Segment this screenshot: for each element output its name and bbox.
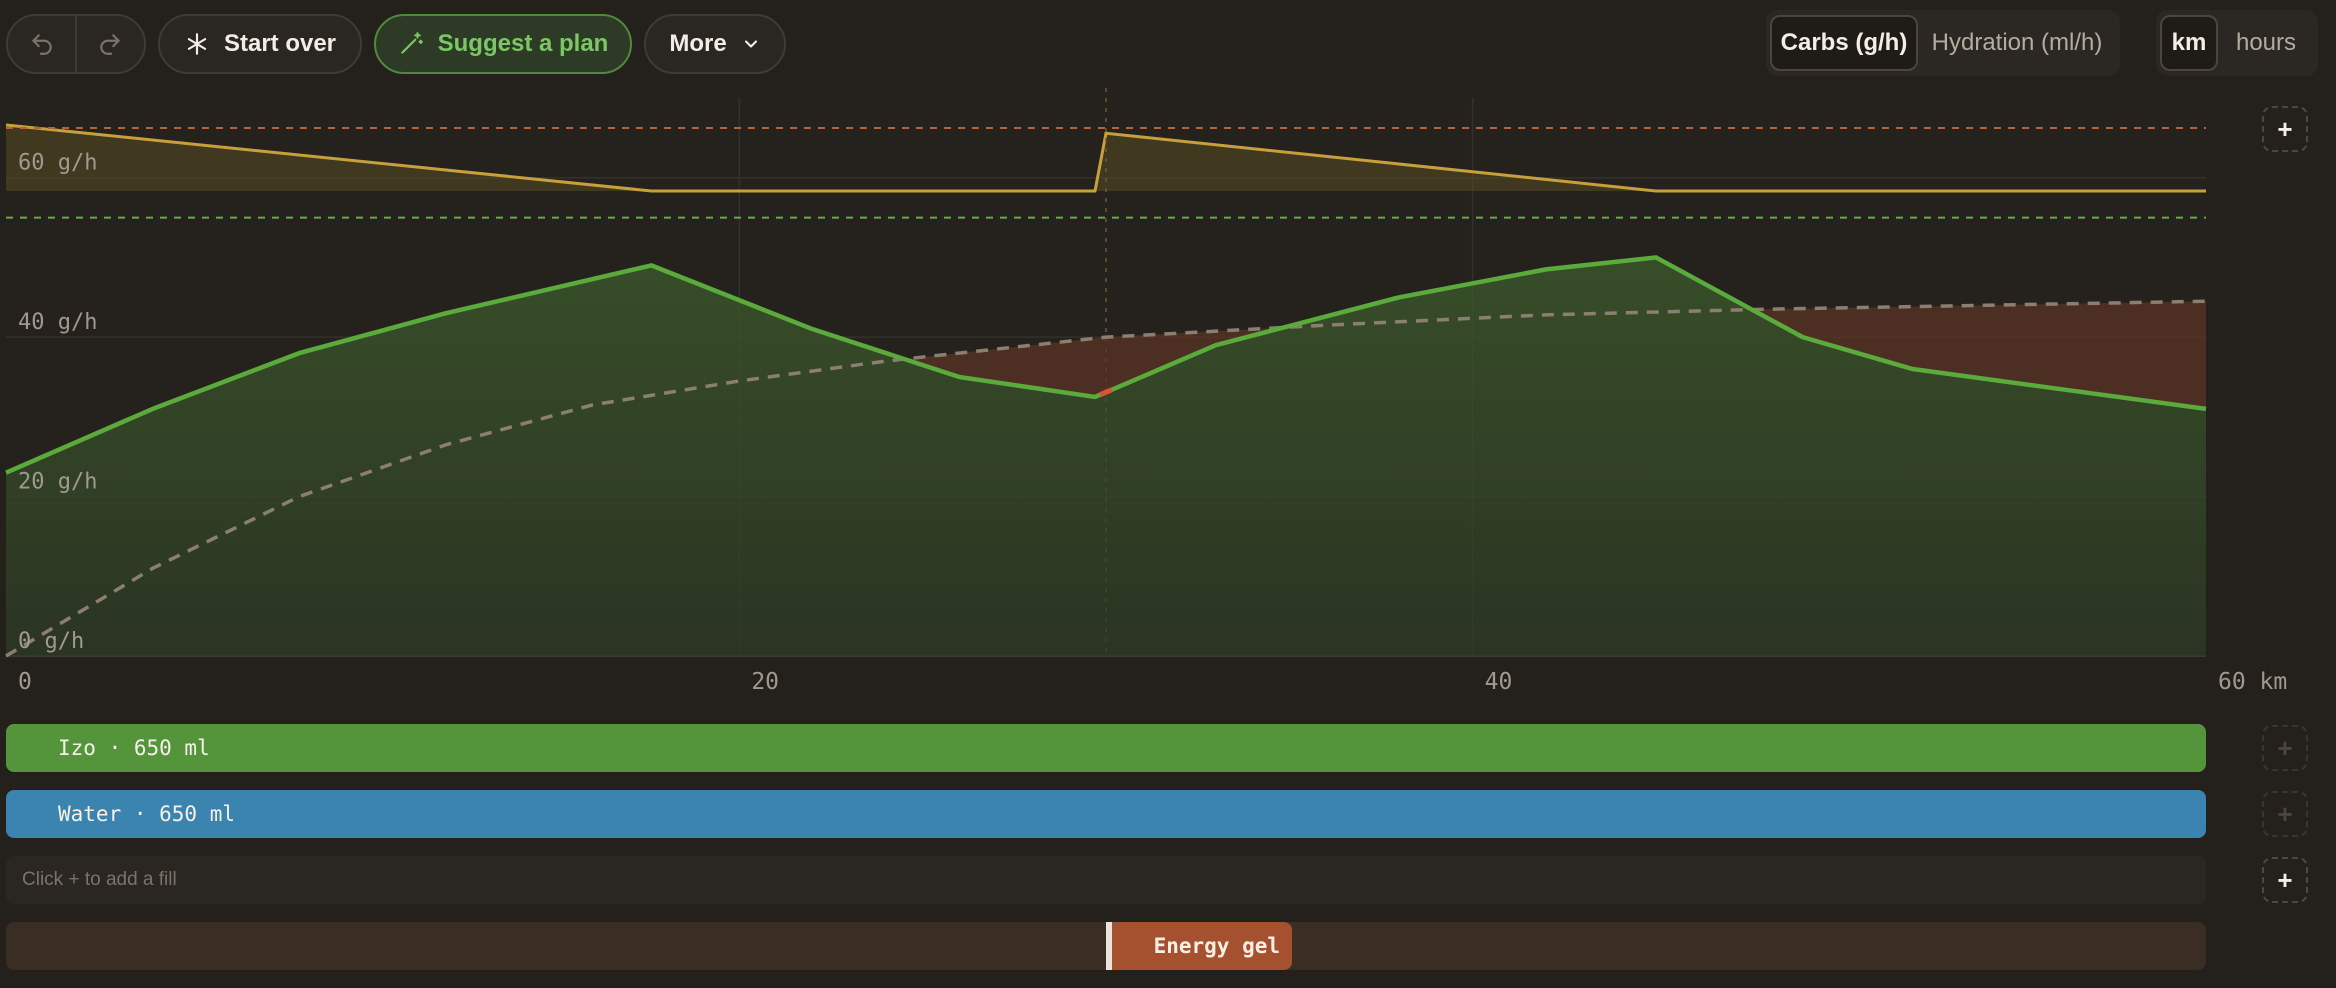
event-label: Energy gel <box>1153 934 1280 958</box>
redo-icon <box>100 34 121 55</box>
carry-line <box>5 123 2206 193</box>
x-tick-label: 60 km <box>2218 669 2287 695</box>
toolbar: Start over Suggest a plan More Carbs (g/… <box>0 0 2336 88</box>
add-fill-button-1[interactable]: + <box>2262 725 2308 771</box>
deficit-area <box>6 257 2206 473</box>
plus-icon: + <box>2277 798 2293 829</box>
x-unit-toggle: km hours <box>2156 10 2318 76</box>
plus-icon: + <box>2277 732 2293 763</box>
undo-button[interactable] <box>8 16 75 72</box>
undo-redo-group <box>6 14 146 74</box>
y-tick-label: 40 g/h <box>18 310 97 335</box>
start-over-button[interactable]: Start over <box>158 14 362 74</box>
fill-bar-water[interactable]: Water · 650 ml <box>6 790 2206 838</box>
plus-icon: + <box>2277 113 2293 144</box>
x-tick-label: 0 <box>18 669 32 695</box>
redo-button[interactable] <box>77 16 144 72</box>
x-tick-label: 20 <box>751 669 779 695</box>
carbs-chart[interactable]: 0 g/h 20 g/h 40 g/h 60 g/h 0 20 40 60 km <box>0 88 2336 708</box>
empty-fill-hint: Click + to add a fill <box>22 869 177 890</box>
unit-km[interactable]: km <box>2160 15 2218 71</box>
suggest-plan-button[interactable]: Suggest a plan <box>374 14 632 74</box>
tab-hydration[interactable]: Hydration (ml/h) <box>1931 29 2103 56</box>
add-fill-button-2[interactable]: + <box>2262 791 2308 837</box>
y-tick-label: 20 g/h <box>18 470 97 495</box>
plus-icon: + <box>2277 864 2293 895</box>
fill-label: Izo · 650 ml <box>58 736 210 760</box>
empty-fill-row: Click + to add a fill <box>6 856 2206 904</box>
event-drag-handle[interactable] <box>1106 922 1112 970</box>
magic-wand-icon <box>400 32 423 54</box>
fill-label: Water · 650 ml <box>58 802 236 826</box>
add-chart-row-button[interactable]: + <box>2262 106 2308 152</box>
intake-dip-marker <box>1099 387 1113 398</box>
suggest-plan-label: Suggest a plan <box>437 30 609 57</box>
event-energy-gel[interactable]: Energy gel <box>1106 922 1292 970</box>
tab-carbs[interactable]: Carbs (g/h) <box>1770 15 1918 71</box>
y-tick-label: 60 g/h <box>18 151 97 176</box>
start-over-label: Start over <box>223 30 337 57</box>
x-tick-label: 40 <box>1485 669 1513 695</box>
fill-bar-izo[interactable]: Izo · 650 ml <box>6 724 2206 772</box>
undo-redo-divider <box>75 16 77 72</box>
more-menu-button[interactable]: More <box>644 14 786 74</box>
undo-icon <box>31 34 52 55</box>
add-fill-button[interactable]: + <box>2262 857 2308 903</box>
y-tick-label: 0 g/h <box>18 629 84 654</box>
more-label: More <box>669 30 727 57</box>
intake-line <box>5 255 2207 475</box>
asterisk-icon <box>187 33 207 55</box>
chevron-down-icon <box>744 40 757 48</box>
intake-area <box>6 257 2206 656</box>
metric-mode-toggle: Carbs (g/h) Hydration (ml/h) <box>1766 10 2120 76</box>
unit-hours[interactable]: hours <box>2235 29 2297 56</box>
